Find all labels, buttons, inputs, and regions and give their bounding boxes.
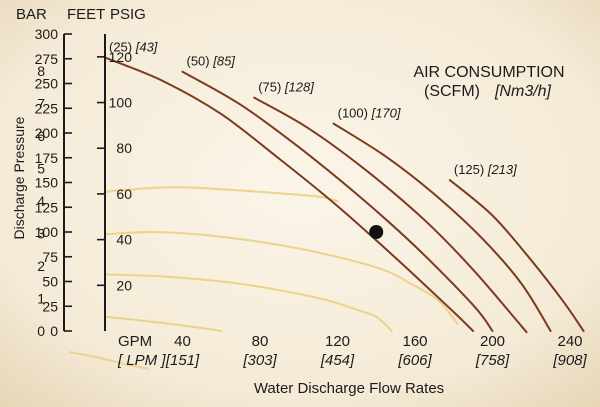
psig-axis-header: PSIG (110, 6, 146, 23)
feet-tick-label: 200 (35, 125, 59, 141)
air-curve (448, 179, 585, 332)
feet-tick-label: 250 (35, 76, 59, 92)
bar-tick-label: 7 (37, 96, 45, 112)
psig-tick-label: 80 (116, 140, 132, 156)
feet-tick-label: 225 (35, 100, 59, 116)
air-curve-label: (25) [43] (109, 40, 158, 55)
feet-tick-label: 150 (35, 175, 59, 191)
feet-axis-header: FEET (67, 6, 105, 23)
gpm-tick-label: 120 (325, 333, 350, 350)
pressure-curve-20 (104, 186, 339, 203)
pressure-curves (69, 186, 459, 370)
bar-tick-label: 2 (37, 258, 45, 274)
bar-tick-label: 4 (37, 193, 45, 209)
feet-tick-label: 0 (50, 323, 58, 339)
air-curve-label: (100) [170] (338, 106, 401, 121)
psig-tick-label: 40 (116, 232, 132, 248)
air-curve (181, 70, 494, 332)
bar-tick-label: 1 (37, 291, 45, 307)
air-consumption-curves (104, 56, 585, 334)
legend-title: AIR CONSUMPTION (413, 64, 564, 81)
psig-tick-label: 120 (109, 49, 133, 65)
lpm-tick-label: [606] (397, 352, 432, 369)
bar-tick-label: 0 (37, 323, 45, 339)
air-curve-label: (125) [213] (454, 162, 517, 177)
lpm-tick-label: [303] (242, 352, 277, 369)
pressure-curve-100 (69, 351, 149, 370)
pressure-curve-40 (104, 230, 459, 325)
legend-unit-nm3h: [Nm3/h] (494, 83, 552, 100)
y-axis-ticks: 0255075100125150175200225250275300012345… (35, 26, 133, 339)
gpm-tick-label: 80 (252, 333, 269, 350)
gpm-tick-label: 160 (402, 333, 427, 350)
x-axis-label: Water Discharge Flow Rates (254, 380, 444, 397)
air-curve (332, 122, 552, 332)
pressure-curve-80 (104, 315, 223, 332)
air-curve (253, 96, 528, 334)
legend-unit-scfm: (SCFM) (424, 83, 480, 100)
bar-tick-label: 6 (37, 128, 45, 144)
psig-tick-label: 60 (116, 186, 132, 202)
psig-tick-label: 100 (109, 95, 133, 111)
air-curve (104, 56, 475, 332)
gpm-tick-label: 40 (174, 333, 191, 350)
lpm-tick-label: [758] (475, 352, 510, 369)
air-curve-label: (75) [128] (258, 80, 314, 95)
lpm-tick-label: [151] (165, 352, 200, 369)
lpm-tick-label: [908] (552, 352, 587, 369)
operating-point-marker (369, 225, 384, 239)
operating-point-layer (369, 225, 384, 239)
air-curve-label: (50) [85] (187, 54, 236, 69)
feet-tick-label: 100 (35, 224, 59, 240)
x-unit-lpm: [ LPM ] (117, 352, 166, 369)
lpm-tick-label: [454] (320, 352, 355, 369)
x-axis-ticks: 40 [151] 80 [303] 120 [454] 160 [606] 200 [758] 24… (165, 333, 588, 369)
feet-tick-label: 275 (35, 51, 59, 67)
feet-tick-label: 300 (35, 26, 59, 42)
bar-axis-header: BAR (16, 6, 47, 23)
feet-tick-label: 175 (35, 150, 59, 166)
gpm-tick-label: 200 (480, 333, 505, 350)
air-curve-labels: (25) [43] (50) [85] (75) [128] (100) [170] (… (109, 40, 517, 178)
psig-tick-label: 20 (116, 277, 132, 293)
feet-tick-label: 50 (42, 274, 58, 290)
feet-tick-label: 25 (42, 298, 58, 314)
bar-tick-label: 5 (37, 161, 45, 177)
pressure-curve-60 (104, 273, 393, 332)
x-unit-gpm: GPM (118, 333, 152, 350)
bar-tick-label: 3 (37, 226, 45, 242)
gpm-tick-label: 240 (557, 333, 582, 350)
feet-tick-label: 75 (42, 249, 58, 265)
feet-tick-label: 125 (35, 199, 59, 215)
bar-tick-label: 8 (37, 63, 45, 79)
y-axis-label: Discharge Pressure (11, 116, 27, 239)
